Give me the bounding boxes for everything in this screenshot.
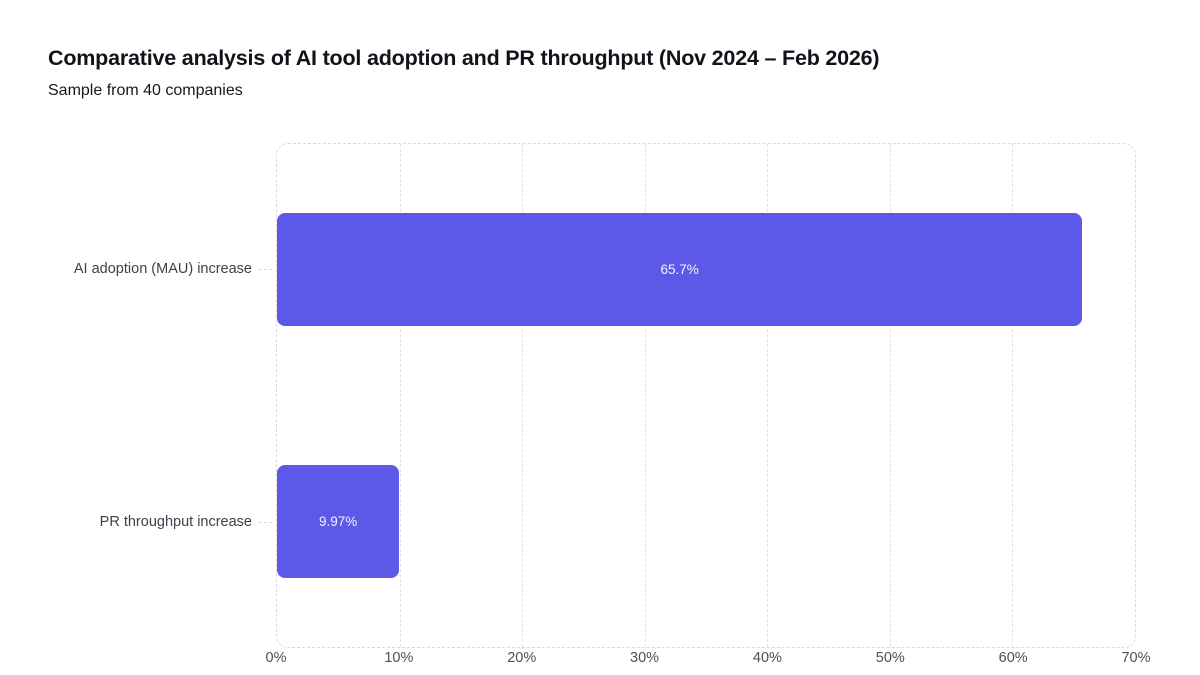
y-axis-tick-1 [258, 521, 272, 523]
x-axis: 0% 10% 20% 30% 40% 50% 60% 70% [266, 648, 1151, 672]
x-axis-tick-label-20: 20% [507, 650, 537, 666]
bar-value-label-0: 65.7% [660, 262, 699, 278]
gridline-10 [399, 144, 401, 647]
x-axis-tick-label-70: 70% [1121, 650, 1151, 666]
y-axis-tick-0 [258, 269, 272, 271]
x-axis-tick-label-10: 10% [384, 650, 414, 666]
gridline-40 [767, 144, 769, 647]
y-axis-label-0: AI adoption (MAU) increase [73, 261, 252, 278]
x-axis-tick-label-0: 0% [265, 650, 287, 666]
gridline-30 [644, 144, 646, 647]
x-axis-tick-label-60: 60% [998, 650, 1028, 666]
x-axis-tick-label-30: 30% [630, 650, 660, 666]
y-axis: AI adoption (MAU) increase PR throughput … [0, 143, 252, 648]
chart-subtitle: Sample from 40 companies [48, 82, 243, 99]
bar-0: 65.7% [277, 213, 1083, 327]
x-axis-tick-label-40: 40% [752, 650, 782, 666]
x-axis-tick-label-50: 50% [875, 650, 905, 666]
bar-1: 9.97% [277, 464, 400, 578]
gridline-20 [522, 144, 524, 647]
plot-area: 65.7% 9.97% [276, 143, 1136, 648]
bar-value-label-1: 9.97% [318, 513, 358, 529]
gridline-60 [1012, 144, 1014, 647]
gridline-50 [889, 144, 891, 647]
chart-title: Comparative analysis of AI tool adoption… [48, 46, 880, 70]
y-axis-label-1: PR throughput increase [99, 513, 252, 530]
